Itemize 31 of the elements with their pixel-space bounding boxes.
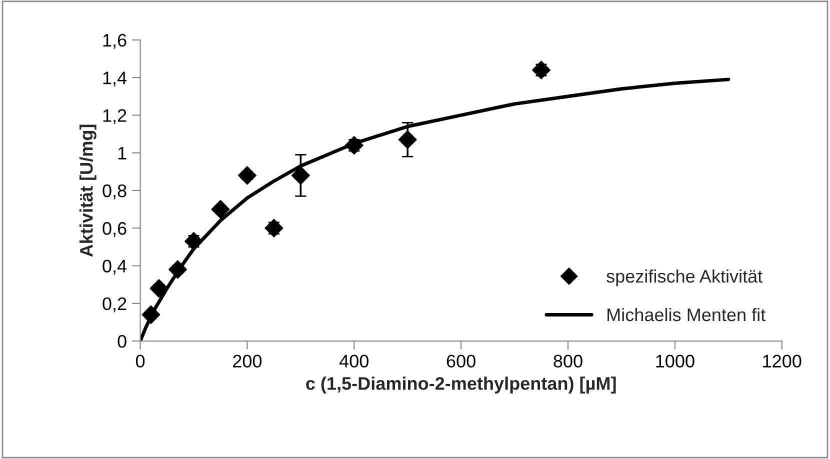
- y-tick-label: 0,8: [102, 184, 126, 200]
- y-tick-label: 1,6: [103, 34, 126, 49]
- x-tick-label: 800: [554, 354, 582, 368]
- y-tick-label: 0: [118, 334, 126, 348]
- x-tick-label: 600: [446, 354, 476, 368]
- y-tick-label: 0,6: [102, 222, 126, 237]
- legend-label: Michaelis Menten fit: [608, 308, 766, 322]
- y-tick-label: 1: [118, 146, 126, 160]
- point: [168, 260, 187, 279]
- y-tick-label: 0,2: [102, 297, 126, 312]
- point: [398, 130, 417, 149]
- point: [184, 232, 204, 251]
- x-tick-label: 0: [136, 354, 145, 368]
- point: [211, 200, 230, 219]
- x-tick-label: 1000: [656, 354, 694, 368]
- point: [291, 166, 310, 185]
- y-tick-label: 1,4: [103, 72, 127, 86]
- x-tick-label: 1200: [763, 354, 802, 368]
- x-tick-label: 400: [339, 354, 368, 368]
- y-tick-label: 1,2: [103, 109, 126, 124]
- point: [532, 60, 551, 80]
- point: [264, 218, 284, 238]
- point: [238, 166, 256, 185]
- point: [150, 279, 168, 298]
- y-tick-label: 0,4: [102, 260, 127, 275]
- point: [344, 136, 364, 155]
- x-axis-title: c (1,5-Diamino-2-methylpentan) [µM]: [306, 376, 616, 394]
- y-axis-title: Aktivität [U/mg]: [80, 124, 96, 257]
- x-tick-label: 200: [233, 354, 262, 368]
- point: [142, 305, 160, 324]
- legend-label: spezifische Aktivität: [606, 269, 762, 286]
